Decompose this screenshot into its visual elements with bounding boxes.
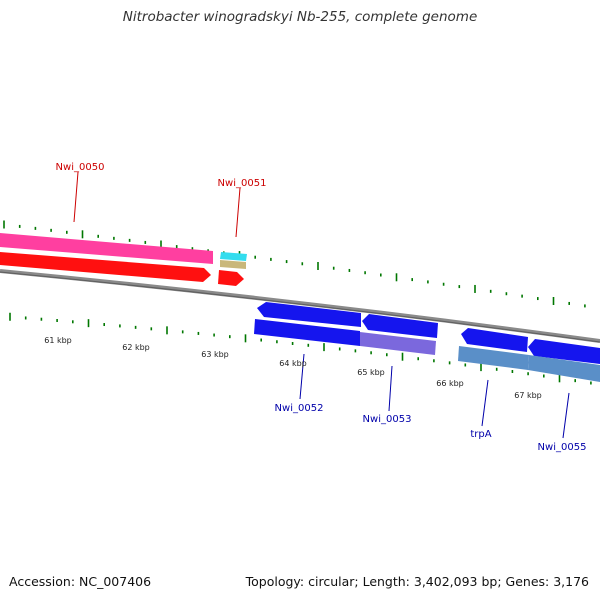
- gene-label-nwi-0051[interactable]: Nwi_0051: [218, 178, 267, 189]
- kbp-label-61: 61 kbp: [44, 336, 72, 345]
- genome-backbone: [0, 269, 600, 343]
- gene-nwi-0052-gene-arrow: [257, 302, 361, 327]
- gene-label-nwi-0050[interactable]: Nwi_0050: [56, 162, 105, 173]
- kbp-label-67: 67 kbp: [514, 391, 542, 400]
- gene-nwi-0055-gene-arrow: [528, 339, 600, 364]
- gene-label-nwi-0055[interactable]: Nwi_0055: [538, 442, 587, 453]
- label-line-nwi-0053: [388, 365, 393, 412]
- label-line-nwi-0055: [562, 392, 570, 439]
- gene-nwi-0050-cds-bar: [0, 233, 213, 264]
- gene-trpa-cds-bar: [458, 346, 529, 370]
- kbp-label-62: 62 kbp: [122, 343, 150, 352]
- kbp-label-63: 63 kbp: [201, 350, 229, 359]
- kbp-label-65: 65 kbp: [357, 368, 385, 377]
- gene-nwi-0051-gene-arrow: [218, 270, 244, 286]
- topology-text: Topology: circular; Length: 3,402,093 bp…: [245, 574, 589, 589]
- gene-label-nwi-0053[interactable]: Nwi_0053: [363, 414, 412, 425]
- gene-label-nwi-0052[interactable]: Nwi_0052: [275, 403, 324, 414]
- gene-nwi-0051-cds-bar: [220, 252, 247, 261]
- gene-trpa[interactable]: [458, 328, 529, 370]
- kbp-label-64: 64 kbp: [279, 359, 307, 368]
- gene-label-trpa[interactable]: trpA: [470, 429, 491, 440]
- gene-nwi-0050-gene-arrow: [0, 252, 211, 282]
- map-title: Nitrobacter winogradskyi Nb-255, complet…: [122, 9, 478, 25]
- label-line-trpa: [481, 379, 489, 427]
- accession-text: Accession: NC_007406: [9, 574, 152, 589]
- gene-nwi-0050[interactable]: [0, 233, 213, 282]
- reverse-tick-track: [9, 312, 592, 385]
- gene-nwi-0051[interactable]: [218, 252, 247, 286]
- gene-nwi-0055-cds-bar: [528, 355, 600, 382]
- kbp-label-66: 66 kbp: [436, 379, 464, 388]
- gene-nwi-0053[interactable]: [360, 314, 438, 355]
- gene-nwi-0053-gene-arrow: [362, 314, 438, 338]
- gene-nwi-0052-cds-bar: [254, 319, 360, 346]
- gene-nwi-0053-cds-bar: [360, 332, 436, 355]
- gene-nwi-0055[interactable]: [528, 339, 600, 382]
- gene-trpa-gene-arrow: [461, 328, 528, 352]
- label-line-nwi-0052: [299, 353, 305, 400]
- gene-nwi-0051-rna-bar: [220, 260, 246, 269]
- gene-nwi-0052[interactable]: [254, 302, 361, 346]
- label-line-nwi-0050: [73, 171, 79, 223]
- label-line-nwi-0051: [235, 187, 241, 238]
